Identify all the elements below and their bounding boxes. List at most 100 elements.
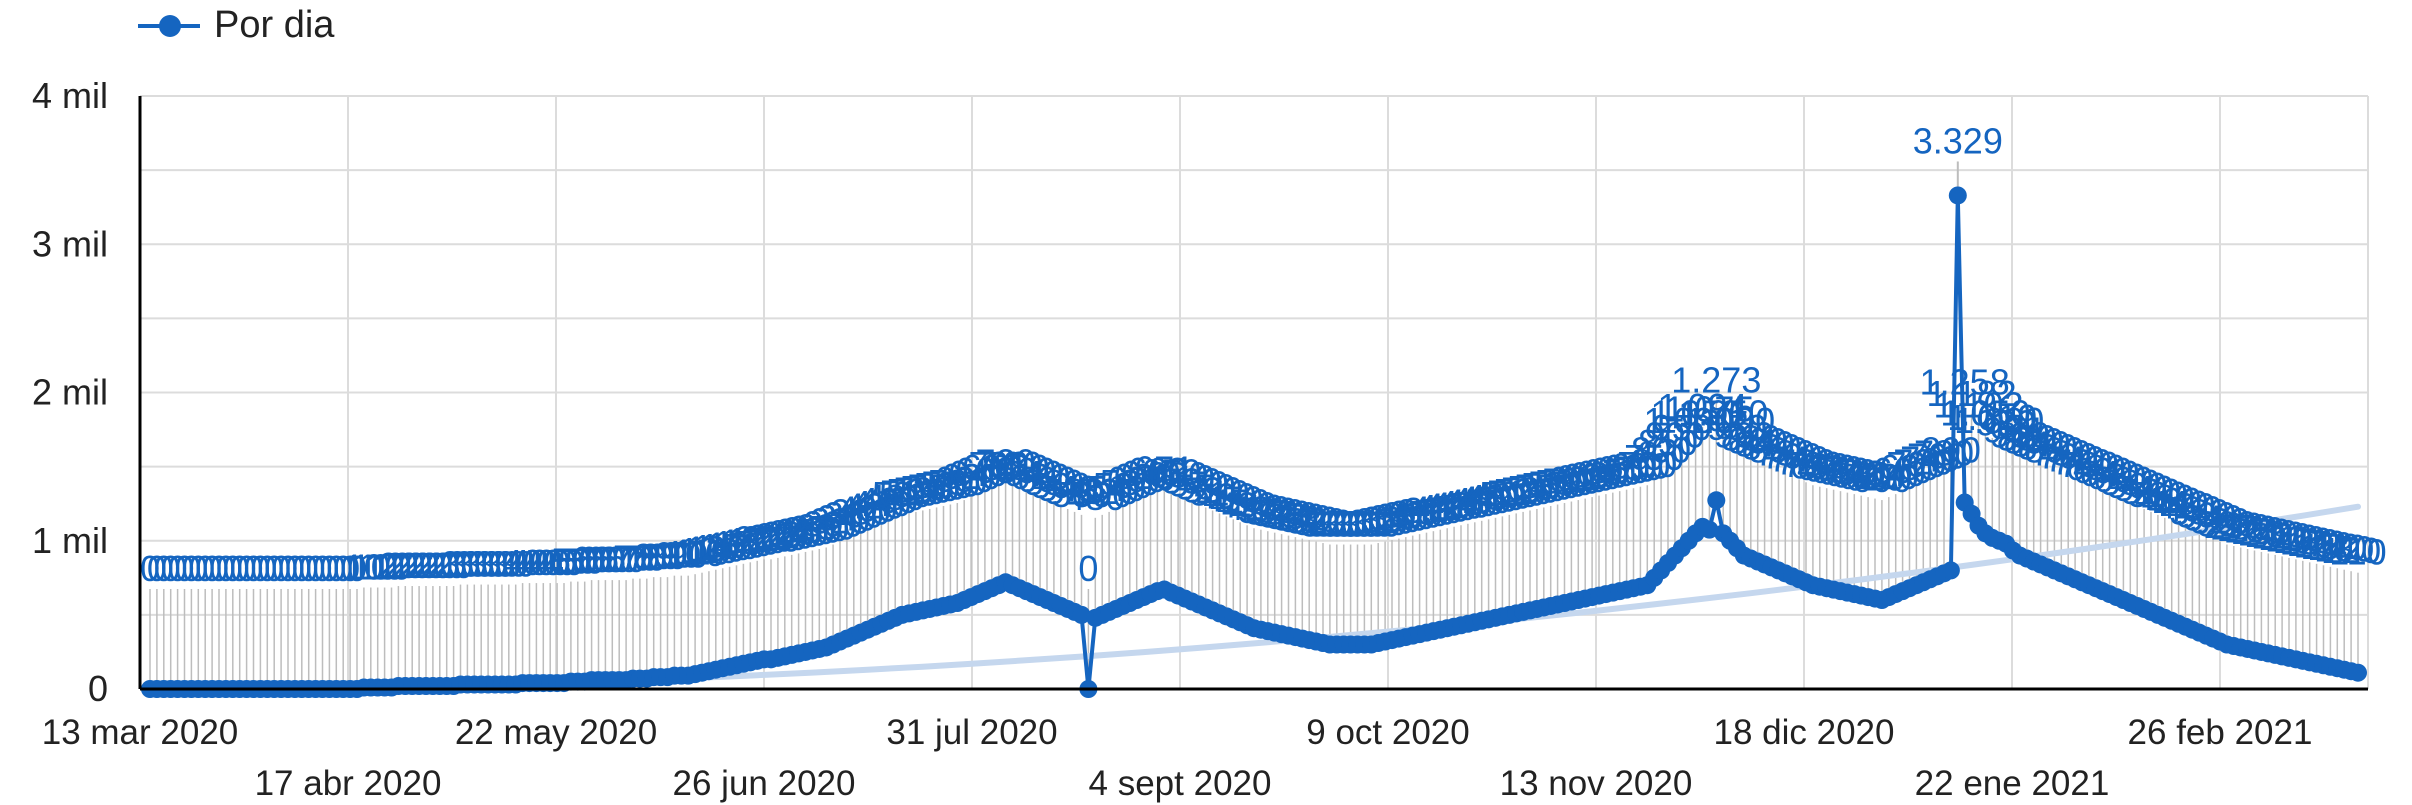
data-point xyxy=(1948,186,1967,205)
data-label: 30 xyxy=(447,544,487,585)
data-label: 0 xyxy=(154,548,174,589)
data-label: 610 xyxy=(1845,458,1905,499)
data-label: 380 xyxy=(1245,492,1305,533)
data-label: 20 xyxy=(385,545,425,586)
data-label: 40 xyxy=(537,542,577,583)
data-label: 670 xyxy=(1804,449,1864,490)
data-label: 300 xyxy=(1314,504,1374,545)
data-label: 130 xyxy=(2314,529,2374,570)
data-label: 320 xyxy=(810,501,870,542)
data-label: 470 xyxy=(1459,478,1519,519)
data-label: 530 xyxy=(893,469,953,510)
data-label: 600 xyxy=(1852,459,1912,500)
data-label: 160 xyxy=(706,524,766,565)
data-label: 200 xyxy=(2266,518,2326,559)
data-label: 390 xyxy=(1403,490,1463,531)
data-label: 40 xyxy=(523,542,563,583)
data-label: 0 xyxy=(250,548,270,589)
data-label: 580 xyxy=(1024,462,1084,503)
data-label: 690 xyxy=(1790,446,1850,487)
data-label: 270 xyxy=(2218,508,2278,549)
x-tick-label: 31 jul 2020 xyxy=(886,713,1057,752)
data-label: 630 xyxy=(1569,455,1629,496)
data-label: 1.075 xyxy=(1664,389,1754,430)
data-label: 1.000 xyxy=(1644,400,1734,441)
data-label: 360 xyxy=(824,495,884,536)
legend[interactable]: Por dia xyxy=(138,4,334,47)
data-label: 340 xyxy=(1272,498,1332,539)
data-label: 0 xyxy=(237,548,257,589)
data-label: 570 xyxy=(1528,463,1588,504)
x-tick-label: 4 sept 2020 xyxy=(1089,764,1272,803)
data-label: 0 xyxy=(264,548,284,589)
data-label: 0 xyxy=(333,548,353,589)
data-label: 660 xyxy=(1810,450,1870,491)
data-label: 0 xyxy=(181,548,201,589)
data-label: 300 xyxy=(1334,504,1394,545)
data-label: 90 xyxy=(668,535,708,576)
data-label: 671 xyxy=(1134,449,1194,490)
data-label: 390 xyxy=(1238,490,1298,531)
data-label: 500 xyxy=(1072,474,1132,515)
data-label: 240 xyxy=(2238,512,2298,553)
data-label: 640 xyxy=(1120,453,1180,494)
data-label: 0 xyxy=(312,548,332,589)
data-label: 210 xyxy=(748,517,808,558)
data-label: 170 xyxy=(2287,523,2347,564)
data-label: 0 xyxy=(278,548,298,589)
data-label: 400 xyxy=(1231,489,1291,530)
y-tick-label: 0 xyxy=(88,668,108,709)
data-label: 300 xyxy=(1341,504,1401,545)
data-label: 20 xyxy=(406,545,446,586)
data-label: 300 xyxy=(1307,504,1367,545)
data-label: 160 xyxy=(2293,524,2353,565)
data-label: 340 xyxy=(817,498,877,539)
data-label: 1.050 xyxy=(1940,392,2030,433)
data-label: 20 xyxy=(413,545,453,586)
data-label: 950 xyxy=(1707,407,1767,448)
data-label: 40 xyxy=(509,542,549,583)
data-label: 840 xyxy=(2011,423,2071,464)
data-label: 120 xyxy=(679,530,739,571)
data-label: 780 xyxy=(2031,432,2091,473)
data-label: 500 xyxy=(872,474,932,515)
data-label: 580 xyxy=(2100,462,2160,503)
x-tick-label: 26 jun 2020 xyxy=(673,764,856,803)
data-label: 620 xyxy=(1562,456,1622,497)
data-label: 1.050 xyxy=(1651,392,1741,433)
data-label: 90 xyxy=(661,535,701,576)
data-label: 850 xyxy=(1638,422,1698,463)
data-label: 250 xyxy=(2231,511,2291,552)
data-label: 10 xyxy=(365,547,405,588)
data-label: 380 xyxy=(831,492,891,533)
data-label: 200 xyxy=(734,518,794,559)
data-label: 650 xyxy=(1583,452,1643,493)
data-label: 470 xyxy=(1203,478,1263,519)
data-label: 530 xyxy=(1500,469,1560,510)
data-label: 40 xyxy=(516,542,556,583)
data-label: 640 xyxy=(1003,453,1063,494)
data-label: 450 xyxy=(1210,481,1270,522)
data-label: 1.019 xyxy=(1947,397,2037,438)
data-label: 30 xyxy=(475,544,515,585)
data-label: 300 xyxy=(1327,504,1387,545)
data-label: 520 xyxy=(1079,471,1139,512)
data-label: 300 xyxy=(1300,504,1360,545)
data-label: 560 xyxy=(913,465,973,506)
data-label: 700 xyxy=(1886,444,1946,485)
data-label: 900 xyxy=(1714,415,1774,456)
x-tick-label: 13 mar 2020 xyxy=(42,713,239,752)
data-label: 0 xyxy=(195,548,215,589)
data-label: 980 xyxy=(1976,403,2036,444)
data-label: 580 xyxy=(1100,462,1160,503)
data-label: 300 xyxy=(2197,504,2257,545)
x-tick-label: 26 feb 2021 xyxy=(2128,713,2313,752)
y-axis-ticks: 0 1 mil 2 mil 3 mil 4 mil xyxy=(32,75,108,709)
data-label: 540 xyxy=(1038,468,1098,509)
data-label: 60 xyxy=(592,539,632,580)
data-label: 820 xyxy=(2017,426,2077,467)
data-label: 0 xyxy=(223,548,243,589)
data-label: 520 xyxy=(2121,471,2181,512)
data-label: 660 xyxy=(1873,450,1933,491)
